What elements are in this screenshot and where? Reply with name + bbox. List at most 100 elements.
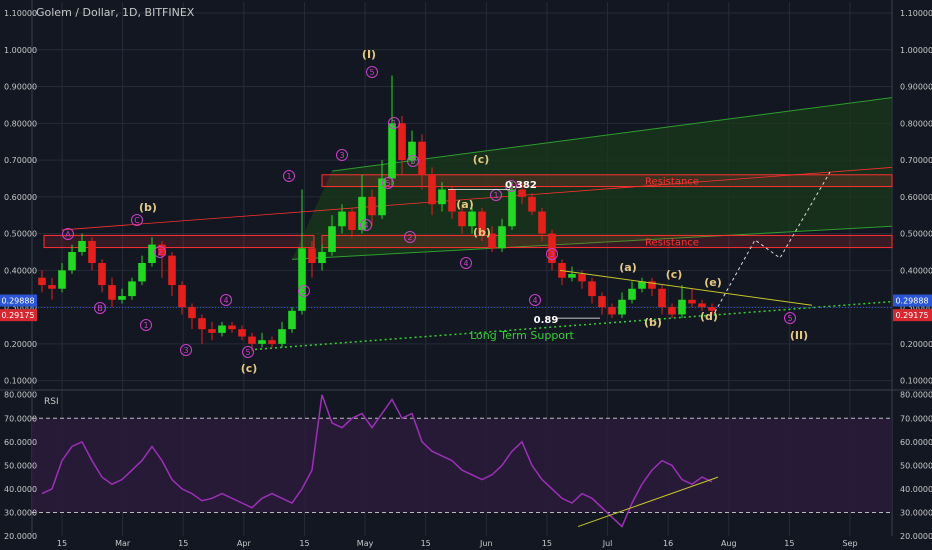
price-y-tick-left: 0.60000 [4, 193, 37, 202]
rsi-y-tick-right: 20.0000 [900, 532, 932, 541]
x-tick-label: Aug [721, 539, 737, 548]
projection-path [714, 171, 831, 313]
wave-circle-label: 4 [463, 259, 468, 268]
candle-body [218, 325, 226, 333]
wave-circle-label: 2 [301, 287, 306, 296]
wave-circle [131, 214, 143, 226]
wave-circle-label: 4 [532, 296, 537, 305]
x-tick-label: Jun [479, 539, 493, 548]
wave-circle [382, 177, 394, 189]
x-tick-label: 15 [299, 539, 309, 548]
price-y-tick-left: 0.70000 [4, 156, 37, 165]
price-y-tick-left: 0.40000 [4, 266, 37, 275]
wave-circle-label: C [134, 216, 140, 225]
rsi-y-tick-left: 30.0000 [4, 508, 37, 517]
price-y-tick-left: 0.90000 [4, 83, 37, 92]
wave-circle [529, 294, 541, 306]
candle-body [658, 288, 666, 308]
candle-body [628, 288, 636, 300]
wave-circle [336, 149, 348, 161]
candle-body [598, 296, 606, 308]
wave-circle-label: 1 [286, 172, 291, 181]
x-tick-label: 15 [421, 539, 431, 548]
wave-circle [220, 294, 232, 306]
candle-body [138, 263, 146, 282]
wave-circle-label: 2 [157, 248, 162, 257]
price-y-tick-right: 0.30000 [900, 303, 932, 312]
last-price-label-right: 0.29175 [895, 311, 928, 320]
candle-body [398, 123, 406, 161]
wave-circle-label: B [97, 304, 103, 313]
rsi-band-fill [32, 418, 892, 513]
resistance-zone [321, 174, 893, 188]
rsi-y-tick-right: 50.0000 [900, 461, 932, 470]
candle-body [418, 141, 426, 175]
candle-body [278, 329, 286, 344]
wave-circle [140, 319, 152, 331]
wave-circle-label: 5 [787, 314, 792, 323]
candle-body [378, 178, 386, 216]
rsi-y-tick-left: 40.0000 [4, 485, 37, 494]
candle-body [168, 255, 176, 286]
candle-body [408, 141, 416, 161]
wave-annotation: (c) [473, 153, 490, 166]
price-y-tick-right: 1.10000 [900, 9, 932, 18]
wave-circle [388, 117, 400, 129]
rsi-y-tick-left: 60.0000 [4, 438, 37, 447]
wave-circle [298, 285, 310, 297]
price-y-tick-right: 0.60000 [900, 193, 932, 202]
rsi-trendline [577, 476, 719, 528]
last-price-label-left: 0.29175 [1, 311, 34, 320]
price-y-tick-right: 0.40000 [900, 266, 932, 275]
price-y-tick-left: 0.80000 [4, 119, 37, 128]
wave-circle [94, 302, 106, 314]
candle-body [128, 281, 136, 297]
candle-body [508, 189, 516, 227]
wave-annotation: (b) [473, 226, 491, 239]
price-y-tick-left: 0.20000 [4, 340, 37, 349]
wave-annotation: Long Term Support [470, 329, 574, 342]
wave-circle-label: 3 [410, 157, 415, 166]
rsi-y-tick-right: 80.0000 [900, 391, 932, 400]
candle-body [618, 299, 626, 315]
wave-annotation: (b) [139, 201, 157, 214]
candle-body [318, 251, 326, 264]
candle-body [348, 211, 356, 230]
chart-title: Golem / Dollar, 1D, BITFINEX [36, 6, 195, 19]
last-price-badge-left [0, 309, 37, 322]
wave-annotation: (b) [644, 316, 662, 329]
x-tick-label: 15 [178, 539, 188, 548]
long-term-support-line [254, 300, 893, 351]
wave-annotation: (c) [241, 362, 258, 375]
wave-circle [505, 180, 517, 192]
wave-annotation: 0.89 [534, 315, 559, 326]
price-y-tick-left: 0.50000 [4, 230, 37, 239]
candle-body [98, 263, 106, 286]
wave-circle [154, 246, 166, 258]
candle-body [108, 285, 116, 300]
candle-body [58, 270, 66, 289]
candle-body [468, 211, 476, 227]
wave-circle-label: 1 [391, 119, 396, 128]
candle-body [48, 285, 56, 289]
channel-lower-line [291, 225, 893, 260]
triangle-upper-trendline [559, 269, 813, 306]
candle-body [448, 189, 456, 212]
wave-circle-label: 3 [339, 151, 344, 160]
wave-circle [366, 66, 378, 78]
wave-circle-label: 5 [385, 179, 390, 188]
resistance-label: Resistance [645, 238, 699, 249]
candle-body [708, 307, 716, 311]
last-price-badge [893, 309, 932, 322]
wave-circle-label: 4 [223, 296, 228, 305]
x-tick-label: Sep [842, 539, 857, 548]
wave-circle-label: 5 [245, 348, 250, 357]
candle-body [328, 226, 336, 252]
rsi-line [41, 394, 713, 528]
x-tick-label: Jul [602, 539, 613, 548]
wave-circle-label: 3 [183, 346, 188, 355]
candle-body [358, 196, 366, 230]
price-y-tick-left: 0.30000 [4, 303, 37, 312]
candle-body [298, 248, 306, 311]
